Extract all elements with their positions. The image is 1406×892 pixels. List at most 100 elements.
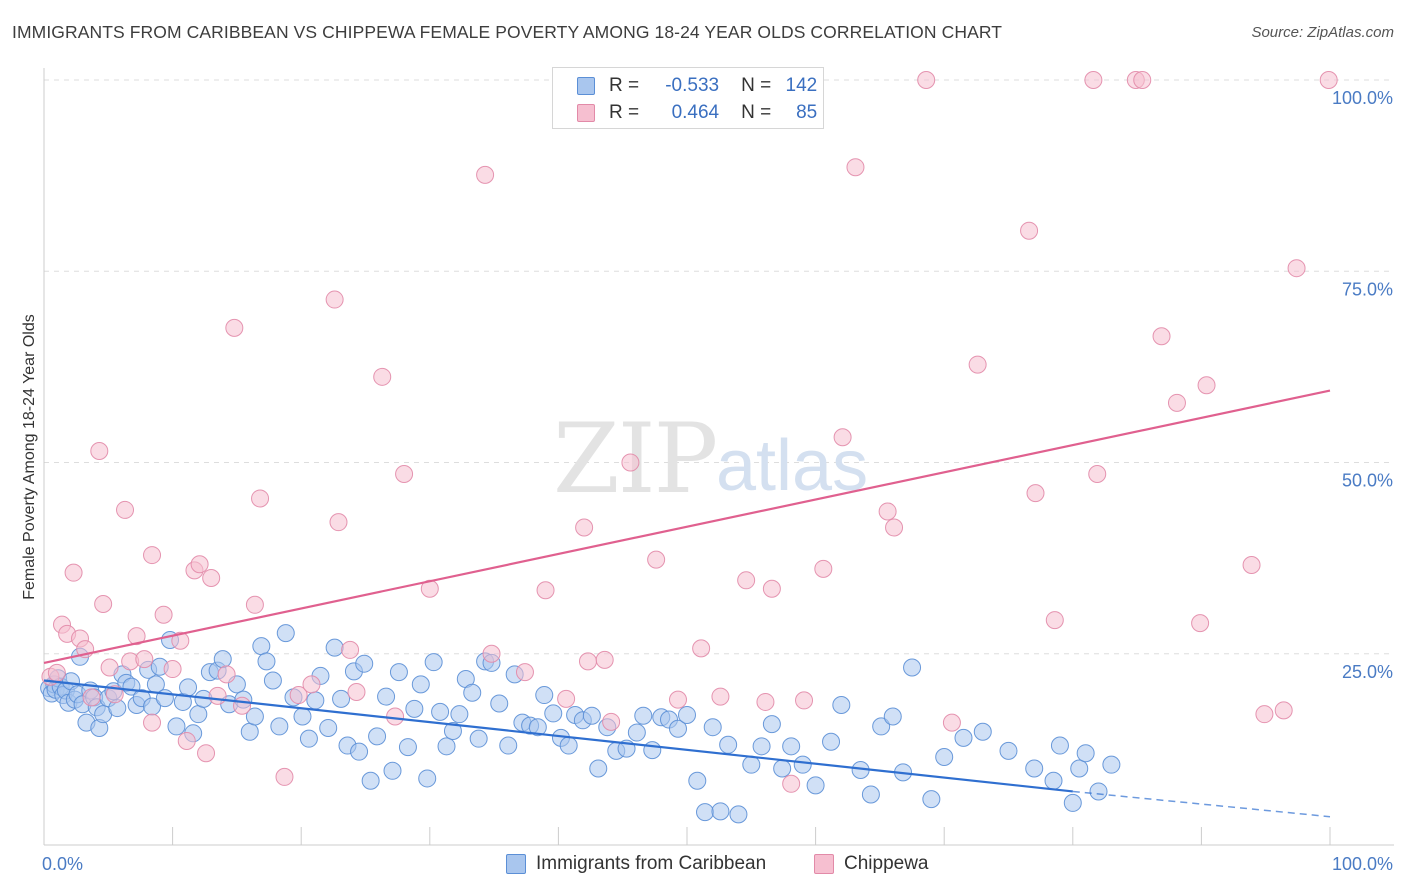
data-point-chippewa [1152, 327, 1171, 346]
data-point-chippewa [795, 691, 814, 710]
data-point-caribbean [922, 790, 941, 809]
y-axis-label: Female Poverty Among 18-24 Year Olds [21, 314, 38, 600]
data-point-caribbean [179, 678, 198, 697]
data-point-chippewa [1133, 71, 1152, 89]
legend-row-chippewa: R = 0.464 N = 85 [577, 100, 817, 126]
data-point-caribbean [1102, 755, 1121, 774]
data-point-caribbean [883, 707, 902, 726]
data-point-chippewa [602, 712, 621, 731]
data-point-chippewa [846, 158, 865, 177]
data-point-caribbean [368, 727, 387, 746]
data-point-chippewa [135, 650, 154, 669]
data-point-caribbean [544, 704, 563, 723]
data-point-caribbean [832, 696, 851, 715]
data-point-chippewa [82, 688, 101, 707]
data-point-caribbean [213, 650, 232, 669]
data-point-caribbean [861, 785, 880, 804]
data-point-caribbean [398, 738, 417, 757]
data-point-chippewa [515, 663, 534, 682]
data-point-caribbean [189, 705, 208, 724]
data-point-caribbean [1070, 759, 1089, 778]
chart-source: Source: ZipAtlas.com [1251, 24, 1394, 41]
data-point-chippewa [557, 689, 576, 708]
data-point-chippewa [833, 428, 852, 447]
data-point-chippewa [190, 555, 209, 574]
data-point-chippewa [1287, 259, 1306, 278]
data-point-caribbean [240, 722, 259, 741]
data-point-caribbean [999, 741, 1018, 760]
legend-item-chippewa: Chippewa [814, 852, 929, 876]
data-point-caribbean [411, 675, 430, 694]
data-point-caribbean [490, 694, 509, 713]
x-tick-labels: 0.0% 100.0% [42, 854, 1393, 874]
data-point-caribbean [325, 638, 344, 657]
data-point-caribbean [1089, 782, 1108, 801]
data-point-chippewa [325, 290, 344, 309]
data-point-chippewa [386, 707, 405, 726]
data-point-caribbean [872, 717, 891, 736]
data-point-caribbean [389, 663, 408, 682]
data-point-chippewa [373, 367, 392, 386]
grid-lines [44, 79, 1394, 655]
trend-line-caribbean [43, 679, 1073, 793]
data-point-caribbean [306, 691, 325, 710]
data-point-caribbean [1076, 744, 1095, 763]
data-point-chippewa [1167, 393, 1186, 412]
data-point-chippewa [202, 569, 221, 588]
data-point-caribbean [582, 706, 601, 725]
legend-n-label: N = [741, 102, 772, 123]
data-point-caribbean [469, 729, 488, 748]
data-point-caribbean [643, 741, 662, 760]
legend-label-caribbean: Immigrants from Caribbean [536, 853, 767, 874]
data-point-chippewa [782, 774, 801, 793]
data-point-chippewa [275, 767, 294, 786]
data-point-chippewa [105, 685, 124, 704]
data-point-chippewa [968, 355, 987, 374]
data-point-caribbean [361, 771, 380, 790]
data-point-caribbean [688, 771, 707, 790]
data-point-chippewa [1088, 464, 1107, 483]
trend-line-caribbean-extension [1072, 790, 1331, 818]
data-point-caribbean [719, 735, 738, 754]
data-point-caribbean [252, 637, 271, 656]
data-point-chippewa [163, 660, 182, 679]
legend-swatch-pink [577, 104, 595, 122]
data-point-chippewa [225, 318, 244, 337]
data-point-caribbean [634, 706, 653, 725]
legend-swatch-blue [506, 854, 526, 874]
data-point-chippewa [814, 559, 833, 578]
data-point-chippewa [64, 563, 83, 582]
data-point-caribbean [405, 699, 424, 718]
data-point-caribbean [270, 717, 289, 736]
data-point-chippewa [578, 652, 597, 671]
data-point-chippewa [668, 690, 687, 709]
correlation-legend: R = -0.533 N = 142 R = 0.464 N = 85 [552, 67, 824, 129]
data-point-caribbean [762, 715, 781, 734]
data-point-caribbean [742, 755, 761, 774]
data-point-chippewa [1026, 484, 1045, 503]
legend-r-label: R = [609, 75, 640, 96]
data-point-caribbean [1044, 771, 1063, 790]
legend-r-value: -0.533 [665, 75, 720, 96]
data-point-caribbean [973, 722, 992, 741]
data-point-caribbean [499, 736, 518, 755]
data-point-chippewa [536, 581, 555, 600]
data-point-caribbean [167, 717, 186, 736]
data-point-caribbean [773, 759, 792, 778]
trend-lines [43, 389, 1331, 818]
data-point-chippewa [647, 550, 666, 569]
axes [43, 68, 1394, 846]
data-point-chippewa [329, 513, 348, 532]
data-point-caribbean [793, 755, 812, 774]
data-point-caribbean [463, 683, 482, 702]
data-point-caribbean [703, 718, 722, 737]
data-point-caribbean [954, 728, 973, 747]
data-point-caribbean [263, 671, 282, 690]
y-tick-label: 100.0% [1332, 88, 1393, 108]
data-point-chippewa [737, 571, 756, 590]
legend-n-value: 142 [785, 75, 818, 96]
trend-line-chippewa [43, 389, 1331, 665]
data-point-caribbean [782, 737, 801, 756]
data-point-caribbean [711, 802, 730, 821]
data-point-chippewa [171, 631, 190, 650]
